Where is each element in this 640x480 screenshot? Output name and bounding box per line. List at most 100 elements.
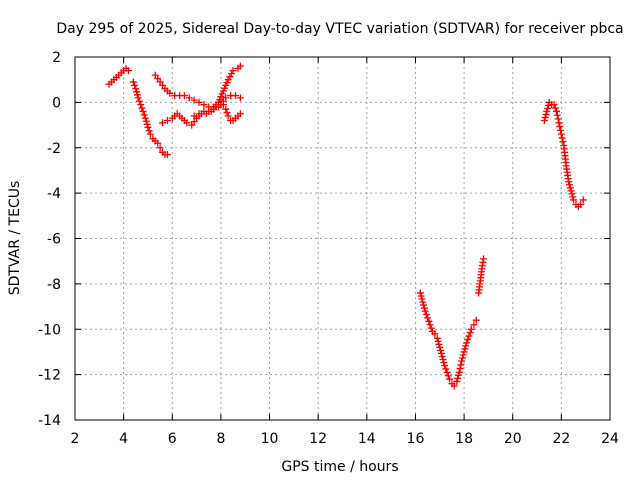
data-point [236, 110, 244, 118]
data-point [143, 120, 151, 128]
data-point [440, 359, 448, 367]
x-tick-label: 2 [71, 431, 80, 447]
x-tick-label: 18 [455, 431, 473, 447]
data-point [133, 88, 141, 96]
data-point [567, 187, 575, 195]
x-tick-label: 4 [119, 431, 128, 447]
data-point [457, 361, 465, 369]
data-point [433, 334, 441, 342]
data-point [145, 127, 153, 135]
data-point [224, 76, 232, 84]
data-point [570, 196, 578, 204]
data-point [219, 101, 227, 109]
series-arc-b [129, 78, 171, 159]
data-point [422, 311, 430, 319]
data-point [166, 89, 174, 97]
data-point [139, 107, 147, 115]
data-point [446, 375, 453, 383]
x-tick-label: 10 [261, 431, 279, 447]
data-point [426, 321, 434, 329]
data-point [435, 340, 443, 348]
data-point [131, 81, 139, 89]
data-point [434, 337, 442, 345]
y-tick-label: -8 [47, 277, 61, 293]
data-point [144, 123, 152, 131]
data-point [438, 352, 446, 360]
data-point [559, 138, 567, 146]
data-point [565, 178, 573, 186]
data-point [129, 78, 137, 86]
data-point [461, 345, 469, 353]
data-point [459, 351, 467, 359]
data-point [427, 324, 435, 332]
data-point [154, 139, 162, 147]
data-point [424, 314, 432, 322]
data-point [431, 330, 439, 338]
y-tick-label: 2 [52, 50, 61, 66]
data-point [463, 339, 471, 347]
data-point [195, 98, 203, 106]
data-point [460, 348, 468, 356]
data-point [134, 94, 142, 102]
data-point [439, 356, 447, 363]
data-series [105, 62, 587, 390]
data-point [544, 101, 552, 109]
data-point [450, 382, 458, 390]
data-point [554, 115, 562, 123]
data-point [125, 67, 132, 75]
x-tick-label: 6 [168, 431, 177, 447]
data-point [419, 298, 427, 306]
data-point [455, 368, 463, 376]
data-point [558, 134, 566, 142]
x-tick-label: 8 [216, 431, 225, 447]
series-arc-a [105, 64, 132, 88]
data-point [224, 112, 232, 120]
data-point [437, 346, 445, 354]
chart-title: Day 295 of 2025, Sidereal Day-to-day VTE… [56, 21, 623, 37]
data-point [441, 362, 449, 370]
y-tick-label: -4 [47, 186, 61, 202]
data-point [146, 130, 154, 138]
data-point [458, 357, 466, 365]
data-point [464, 335, 472, 343]
data-point [417, 292, 425, 300]
series-arc-c [151, 62, 244, 111]
data-point [227, 70, 235, 78]
data-point [566, 184, 574, 192]
data-point [195, 110, 203, 118]
x-axis-label: GPS time / hours [281, 459, 398, 475]
data-point [542, 110, 550, 118]
data-point [550, 101, 558, 109]
data-point [465, 332, 473, 340]
data-point [185, 94, 193, 102]
data-point [443, 368, 451, 376]
data-point [467, 325, 475, 333]
data-point [135, 97, 143, 105]
data-point [579, 196, 587, 204]
data-point [180, 92, 188, 100]
data-point [133, 91, 141, 99]
data-point [142, 114, 150, 122]
data-point [557, 126, 565, 134]
data-point [466, 329, 474, 337]
data-point [458, 354, 466, 362]
data-point [416, 289, 424, 297]
y-tick-label: -14 [38, 413, 61, 429]
data-point [425, 317, 433, 325]
data-point [568, 190, 576, 198]
series-arc-h [540, 98, 587, 211]
data-point [210, 105, 218, 113]
data-point [418, 295, 426, 303]
data-point [544, 104, 552, 112]
data-point [421, 307, 429, 315]
data-point [163, 117, 171, 125]
data-point [444, 372, 452, 380]
data-point [137, 101, 145, 109]
data-point [541, 114, 549, 121]
data-point [190, 112, 198, 120]
grid [75, 57, 610, 420]
x-tick-label: 22 [552, 431, 570, 447]
series-arc-e [190, 101, 244, 125]
data-point [453, 377, 461, 385]
